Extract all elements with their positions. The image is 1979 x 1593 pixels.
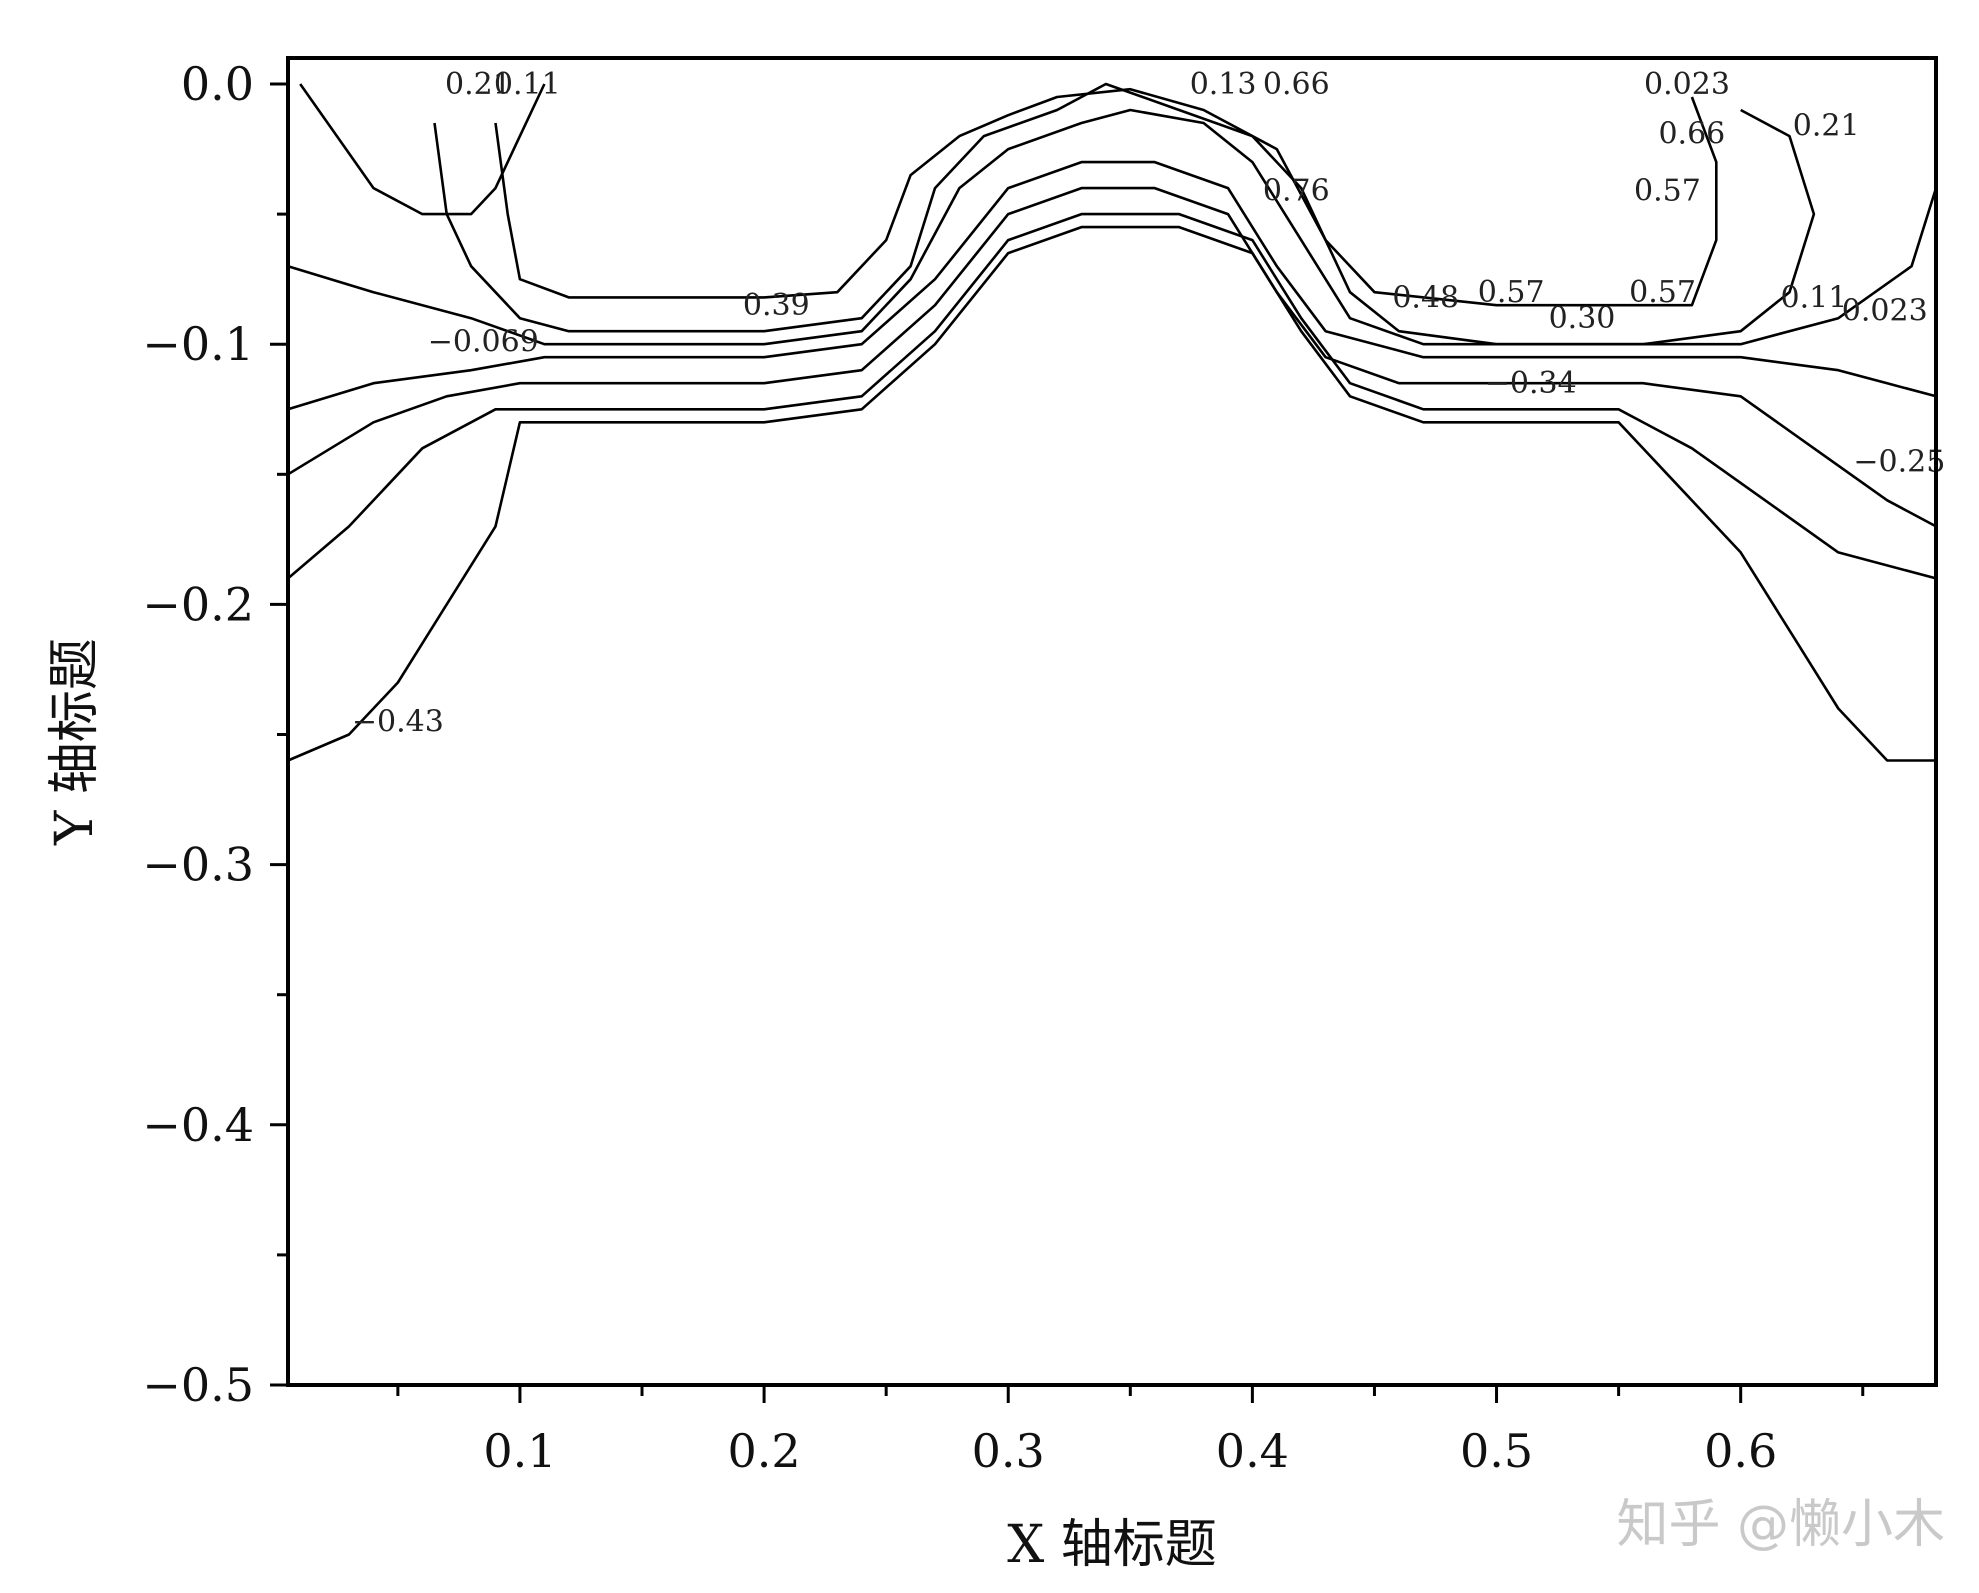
y-tick-label-2: −0.2 [142,577,254,631]
contour-label-16: −0.069 [428,325,539,360]
contour-layer [287,82,1938,762]
contour-label-14: 0.11 [1781,280,1848,315]
contour-label-13: 0.30 [1549,301,1616,336]
watermark-text: 知乎 @懒小木 [1616,1495,1945,1555]
contour-label-layer: 0.210.11 0.660.13 0.0230.210.660.570.760.3… [352,67,1945,739]
x-tick-label-2: 0.3 [972,1424,1045,1478]
contour-line-0 [299,83,546,216]
contour-label-2: 0.66 [1263,67,1330,102]
x-tick-label-5: 0.6 [1704,1424,1777,1478]
contour-line-3 [287,108,1938,346]
contour-label-5: 0.21 [1793,109,1860,144]
contour-label-7: 0.57 [1634,174,1701,209]
y-tick-label-3: −0.3 [142,838,254,892]
y-tick-label-0: 0.0 [181,57,254,111]
contour-label-10: 0.48 [1392,280,1459,315]
y-axis-title: Y 轴标题 [45,638,105,846]
contour-label-11: 0.57 [1478,275,1545,310]
y-tick-label-1: −0.1 [142,317,254,371]
contour-label-1: 0.11 [494,67,561,102]
contour-line-7 [287,225,1936,762]
x-tick-label-1: 0.2 [728,1424,801,1478]
y-tick-label-5: −0.5 [142,1358,254,1412]
contour-label-3: 0.13 [1190,67,1257,102]
contour-label-12: 0.57 [1629,275,1696,310]
contour-label-18: −0.25 [1853,444,1945,479]
contour-label-19: −0.43 [352,705,444,740]
x-tick-label-0: 0.1 [483,1424,556,1478]
contour-label-9: 0.39 [743,288,810,323]
x-axis-title: X 轴标题 [1007,1515,1217,1575]
contour-line-1 [433,82,1816,346]
x-tick-label-4: 0.5 [1460,1424,1533,1478]
x-tick-label-3: 0.4 [1216,1424,1289,1478]
contour-label-0: 0.21 [445,67,512,102]
contour-label-15: 0.023 [1842,293,1928,328]
tick-layer: 0.1 0.2 0.3 0.4 0.5 0.6 0.0 −0.1 −0.2 −0.3 −0.4 −0.… [142,57,1865,1478]
contour-label-17: −0.34 [1485,366,1577,401]
plot-frame [286,56,1938,1387]
contour-label-6: 0.66 [1658,116,1725,151]
contour-line-2 [494,87,1718,307]
contour-line-4 [287,160,1937,411]
contour-line-6 [287,212,1937,580]
contour-label-4: 0.023 [1644,67,1730,102]
contour-label-8: 0.76 [1263,174,1330,209]
contour-line-5 [287,186,1937,528]
y-tick-label-4: −0.4 [142,1098,254,1152]
